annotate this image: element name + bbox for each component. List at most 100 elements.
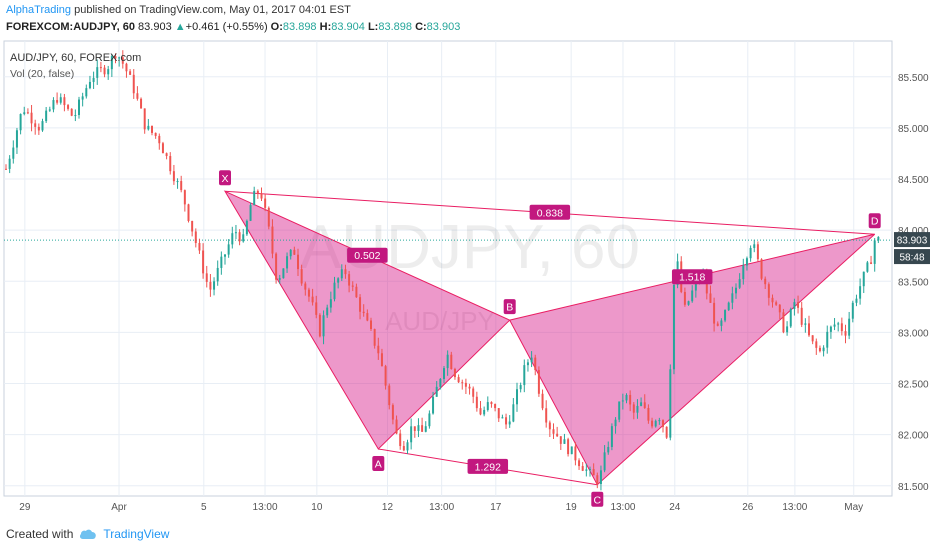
candle-body — [205, 273, 208, 282]
candle-body — [610, 426, 613, 447]
candle-body — [497, 408, 500, 419]
candle-body — [147, 125, 150, 130]
time-axis[interactable]: 29 Apr 5 13:00 10 12 13:00 17 19 13:00 24 26 13:00 Ma… — [19, 502, 863, 513]
price-value: 83.903 — [138, 21, 172, 33]
candle-body — [172, 171, 175, 182]
candle-body — [402, 446, 405, 451]
candle-body — [34, 123, 37, 127]
candle-body — [530, 357, 533, 363]
open-label: O: — [270, 21, 283, 33]
candle-body — [103, 67, 106, 75]
candle-body — [786, 326, 789, 333]
candle-body — [727, 302, 730, 311]
candle-body — [191, 220, 194, 232]
price-tick-label: 83.500 — [898, 277, 929, 288]
candle-body — [26, 112, 29, 114]
candle-body — [508, 421, 511, 425]
candle-body — [136, 93, 139, 99]
candle-body — [516, 389, 518, 405]
candle-body — [472, 388, 475, 397]
candle-body — [110, 56, 113, 70]
candle-body — [176, 181, 179, 183]
candle-body — [23, 112, 26, 115]
countdown-tag: 58:48 — [899, 253, 924, 264]
ratio-label: 0.838 — [537, 207, 563, 219]
candle-body — [45, 110, 48, 122]
created-with-text: Created with — [6, 527, 74, 541]
price-axis[interactable]: 85.500 85.000 84.500 84.000 83.500 83.000 82.5… — [894, 73, 930, 493]
candle-body — [548, 422, 551, 430]
close-label: C: — [415, 21, 427, 33]
pattern-point-c-bg — [591, 491, 604, 507]
candle-body — [307, 289, 310, 297]
candle-body — [647, 407, 650, 421]
candle-body — [380, 353, 383, 367]
candle-body — [851, 302, 854, 319]
candle-body — [322, 315, 325, 337]
publish-info: AlphaTrading published on TradingView.co… — [6, 4, 351, 16]
tradingview-link[interactable]: TradingView — [103, 527, 170, 541]
candle-body — [52, 100, 55, 110]
time-tick-label: 12 — [382, 502, 394, 513]
candle-body — [749, 247, 752, 259]
time-tick-label: 24 — [669, 502, 681, 513]
pattern-point-b: B — [506, 302, 513, 314]
candle-body — [578, 460, 581, 467]
last-price-tag-bg — [894, 232, 930, 248]
candle-body — [224, 254, 226, 257]
close-value: 83.903 — [426, 21, 461, 33]
candle-body — [778, 304, 781, 313]
candle-body — [19, 114, 22, 131]
candle-body — [183, 190, 186, 205]
candle-body — [340, 269, 343, 279]
candle-body — [815, 341, 818, 348]
author-link[interactable]: AlphaTrading — [6, 4, 72, 16]
symbol-label: FOREXCOM:AUDJPY, 60 — [6, 21, 135, 33]
candle-body — [413, 426, 416, 431]
candle-body — [370, 320, 372, 330]
last-price-tag: 83.903 — [897, 236, 928, 247]
candle-body — [37, 126, 40, 131]
candle-body — [691, 290, 694, 302]
candle-body — [833, 324, 836, 327]
candle-body — [672, 284, 675, 370]
candle-body — [607, 446, 610, 453]
candle-body — [213, 281, 216, 290]
candle-body — [125, 63, 128, 72]
candle-body — [304, 283, 307, 290]
footer: Created with TradingView — [6, 527, 169, 541]
candle-body — [735, 287, 737, 294]
candle-body — [848, 318, 851, 336]
candle-body — [662, 420, 664, 427]
candle-body — [486, 402, 489, 410]
candle-body — [140, 98, 143, 109]
candle-body — [877, 236, 880, 241]
volume-legend: Vol (20, false) — [10, 68, 74, 80]
candle-body — [479, 408, 482, 415]
candle-body — [88, 81, 91, 89]
candle-body — [326, 307, 329, 316]
candle-body — [837, 323, 840, 325]
candle-body — [297, 254, 299, 270]
candle-body — [764, 278, 767, 285]
candle-body — [366, 313, 369, 321]
candle-body — [771, 297, 774, 303]
time-tick-label: 26 — [742, 502, 754, 513]
chart-grid — [4, 41, 892, 496]
candle-body — [446, 354, 449, 369]
candle-body — [585, 469, 588, 471]
candle-body — [410, 426, 413, 443]
candle-body — [490, 402, 493, 405]
candle-body — [417, 425, 420, 431]
candle-body — [275, 253, 278, 280]
candle-body — [457, 377, 460, 383]
quote-line: FOREXCOM:AUDJPY, 60 83.903 ▲+0.461 (+0.5… — [6, 21, 460, 33]
candle-body — [614, 419, 617, 427]
candle-body — [151, 125, 153, 133]
candle-body — [596, 475, 599, 485]
candle-body — [804, 323, 807, 325]
pattern-point-b-bg — [503, 299, 516, 315]
candle-body — [537, 370, 540, 394]
pattern-point-c: C — [594, 494, 602, 506]
